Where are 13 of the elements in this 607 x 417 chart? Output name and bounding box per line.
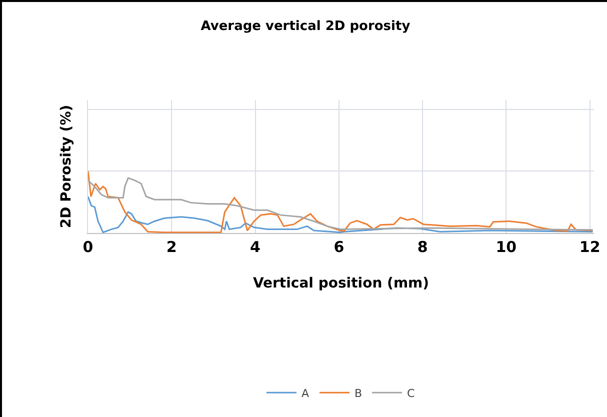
y-axis-title: 2D Porosity (%): [58, 104, 75, 228]
x-tick-label: 6: [334, 238, 344, 256]
x-tick-label: 0: [82, 238, 94, 256]
x-tick-label: 2: [166, 238, 177, 256]
legend-label: C: [407, 386, 416, 400]
x-axis-title: Vertical position (mm): [252, 275, 430, 292]
x-tick-label: 8: [417, 238, 428, 256]
x-tick-label: 10: [496, 238, 517, 256]
legend-label: B: [354, 386, 362, 400]
legend-label: A: [302, 386, 310, 400]
x-tick-label: 12: [579, 238, 600, 256]
chart-title: Average vertical 2D porosity: [200, 18, 411, 34]
x-tick-label: 4: [250, 238, 260, 256]
